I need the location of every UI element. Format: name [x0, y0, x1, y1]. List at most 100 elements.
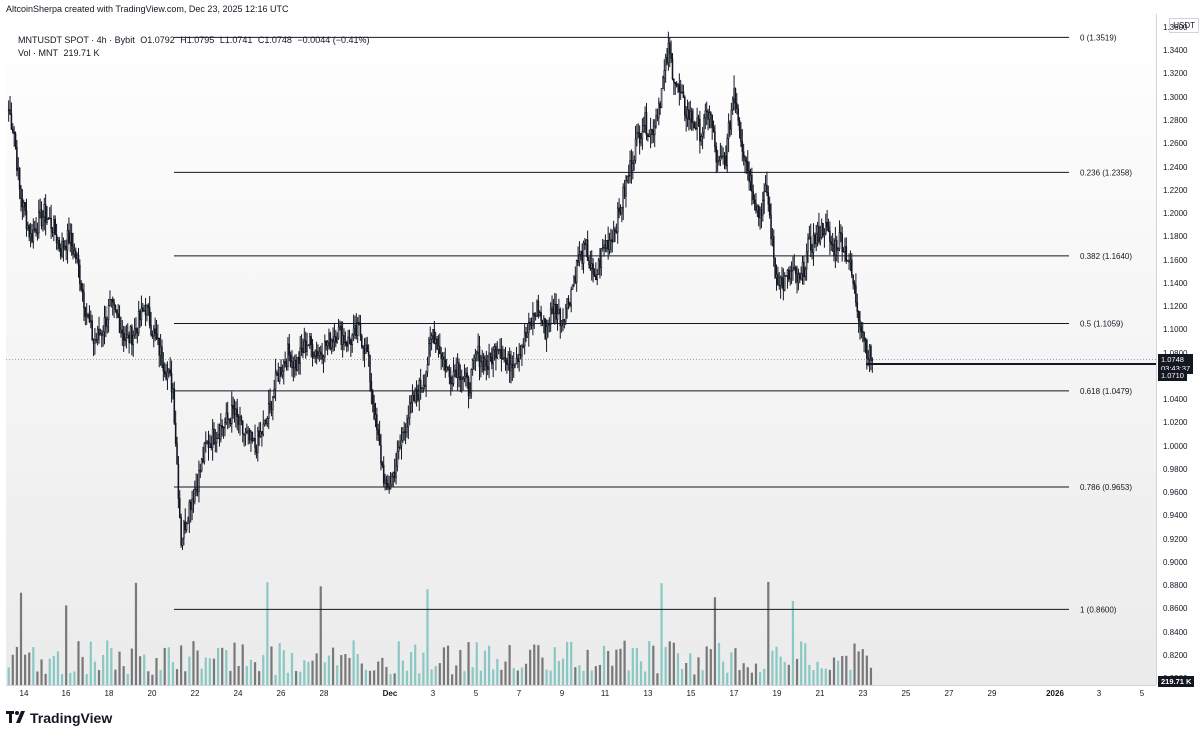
- volume-bar: [32, 647, 35, 685]
- candle: [278, 367, 281, 382]
- candle: [812, 234, 815, 253]
- time-tick: 22: [190, 689, 200, 698]
- volume-bar: [598, 664, 602, 685]
- candle: [378, 434, 381, 446]
- volume-bar: [81, 656, 84, 685]
- volume-bar: [180, 645, 183, 685]
- candle: [775, 274, 778, 278]
- candle: [206, 441, 208, 443]
- candle: [309, 336, 311, 346]
- volume-bar: [680, 668, 684, 685]
- volume-label[interactable]: Vol · MNT: [18, 48, 59, 58]
- candle: [429, 338, 432, 344]
- volume-bar: [602, 645, 606, 685]
- volume-bar: [676, 653, 680, 685]
- candle: [819, 237, 822, 243]
- candle: [864, 339, 867, 342]
- candle: [374, 414, 377, 420]
- time-tick: 3: [1096, 689, 1102, 698]
- volume-bar: [36, 671, 39, 685]
- candle: [371, 391, 374, 405]
- candle: [518, 353, 520, 362]
- volume-bar: [869, 667, 873, 685]
- candle: [746, 161, 749, 172]
- candle: [95, 339, 98, 341]
- price-tick: 1.1600: [1163, 255, 1188, 265]
- volume-bar: [594, 666, 597, 685]
- candle: [176, 443, 178, 465]
- candle: [69, 232, 72, 244]
- candle: [382, 464, 385, 484]
- currency-unit-button[interactable]: USDT: [1169, 18, 1199, 33]
- candle: [541, 319, 544, 324]
- candle: [566, 298, 568, 309]
- volume-bar: [348, 657, 351, 685]
- candle: [402, 432, 404, 441]
- candle: [351, 334, 353, 345]
- candle: [100, 333, 103, 336]
- candle: [536, 300, 538, 317]
- candle: [818, 226, 820, 243]
- candle: [443, 356, 445, 361]
- candle: [247, 430, 249, 433]
- volume-bar: [93, 661, 97, 685]
- candle: [76, 254, 78, 260]
- volume-bar: [258, 671, 261, 685]
- candle: [701, 132, 704, 137]
- volume-bar: [422, 652, 425, 685]
- candle: [504, 357, 507, 361]
- candle: [422, 384, 425, 389]
- volume-bar: [216, 647, 220, 685]
- candle: [395, 466, 397, 479]
- candle: [777, 274, 779, 286]
- candle: [460, 377, 463, 380]
- candle: [500, 349, 503, 360]
- price-tick: 1.2800: [1163, 115, 1188, 125]
- candle: [291, 361, 293, 368]
- candle: [62, 240, 65, 249]
- candle: [580, 250, 582, 255]
- candle: [451, 383, 453, 385]
- chart-pane[interactable]: 0 (1.3519) 0.236 (1.2358) 0.382 (1.1640) 0.…: [6, 14, 1156, 685]
- volume-bar: [771, 650, 774, 685]
- candle: [281, 371, 284, 376]
- candle: [543, 318, 545, 324]
- candle: [273, 388, 275, 398]
- volume-bar: [619, 648, 622, 685]
- candle: [485, 359, 488, 367]
- volume-axis-badge: 219.71 K: [1158, 676, 1195, 687]
- symbol-name[interactable]: MNTUSDT SPOT · 4h · Bybit: [18, 35, 135, 45]
- price-axis[interactable]: USDT 1.3600 1.3400 1.3200 1.3000 1.2800 1.260…: [1156, 14, 1200, 685]
- candle: [337, 326, 340, 339]
- volume-bar: [286, 672, 289, 685]
- volume-bar: [134, 582, 138, 685]
- volume-bar: [114, 669, 117, 685]
- candle: [202, 458, 204, 462]
- volume-bar: [471, 667, 474, 685]
- candle: [161, 346, 163, 365]
- volume-bar: [40, 659, 43, 685]
- time-tick: Dec: [382, 689, 398, 698]
- candle: [506, 360, 508, 365]
- candle: [126, 334, 129, 339]
- candle: [325, 340, 327, 347]
- candle: [421, 387, 423, 390]
- candle: [705, 110, 708, 112]
- candle: [324, 340, 326, 358]
- time-axis[interactable]: 14 16 18 20 22 24 26 28 Dec 3 5 7 9 11 13 15 17 19 21 23 25 2…: [6, 685, 1156, 702]
- candle: [616, 207, 619, 233]
- candle: [545, 326, 548, 339]
- price-chart[interactable]: 0 (1.3519) 0.236 (1.2358) 0.382 (1.1640) 0.…: [6, 14, 1156, 685]
- time-tick: 29: [987, 689, 997, 698]
- candle: [478, 346, 481, 367]
- candle: [830, 241, 833, 245]
- candle: [98, 328, 100, 336]
- candle: [406, 426, 408, 433]
- candle: [392, 472, 395, 477]
- candle: [408, 402, 411, 419]
- volume-bar: [143, 654, 146, 685]
- candle: [814, 234, 816, 245]
- volume-bar: [282, 650, 285, 685]
- candle: [288, 343, 291, 356]
- candle: [116, 309, 118, 315]
